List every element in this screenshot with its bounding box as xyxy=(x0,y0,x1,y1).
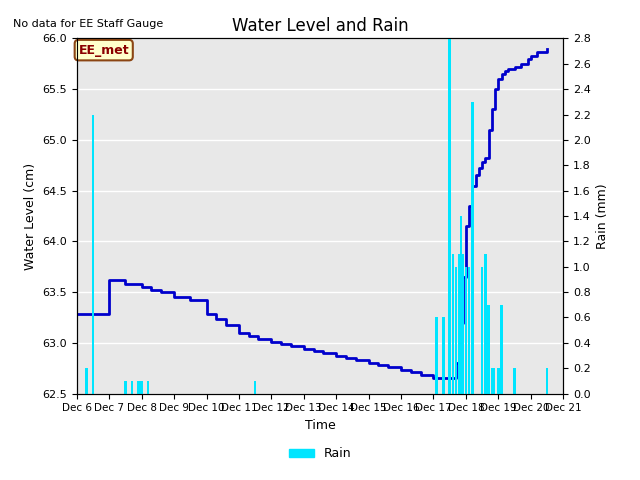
Bar xyxy=(484,254,486,394)
Title: Water Level and Rain: Water Level and Rain xyxy=(232,17,408,36)
Bar xyxy=(461,254,464,394)
Bar xyxy=(131,381,133,394)
Bar xyxy=(85,368,88,394)
Bar xyxy=(458,254,461,394)
Bar xyxy=(546,368,548,394)
Bar xyxy=(435,317,438,394)
Bar xyxy=(254,381,257,394)
Bar xyxy=(513,368,516,394)
Text: No data for EE Staff Gauge: No data for EE Staff Gauge xyxy=(13,19,163,29)
Bar xyxy=(460,216,462,394)
Bar xyxy=(455,267,458,394)
Bar xyxy=(500,305,503,394)
Bar xyxy=(468,267,470,394)
Text: EE_met: EE_met xyxy=(79,44,129,57)
Legend: Rain: Rain xyxy=(284,443,356,466)
Bar xyxy=(487,305,490,394)
Bar xyxy=(92,115,94,394)
Bar xyxy=(465,267,467,394)
Bar xyxy=(497,368,500,394)
Bar xyxy=(140,381,143,394)
Bar xyxy=(124,381,127,394)
Bar xyxy=(481,267,483,394)
Y-axis label: Rain (mm): Rain (mm) xyxy=(596,183,609,249)
Y-axis label: Water Level (cm): Water Level (cm) xyxy=(24,162,36,270)
Bar xyxy=(492,368,495,394)
Bar xyxy=(491,368,493,394)
Bar xyxy=(452,254,454,394)
X-axis label: Time: Time xyxy=(305,419,335,432)
Bar xyxy=(449,38,451,394)
Bar xyxy=(147,381,149,394)
Bar xyxy=(471,102,474,394)
Bar xyxy=(137,381,140,394)
Bar xyxy=(442,317,445,394)
